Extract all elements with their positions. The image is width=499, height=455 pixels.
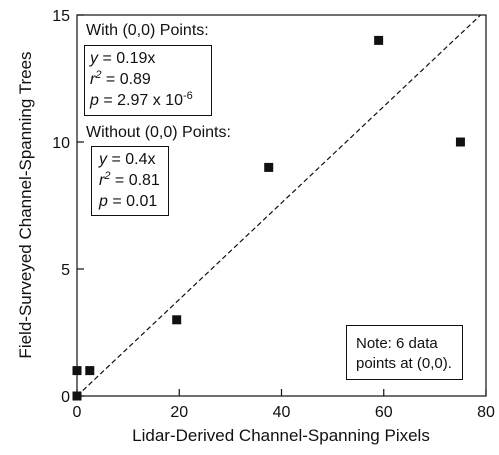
without-zero-r2: r2 = 0.81 [99, 170, 160, 190]
data-point [374, 35, 384, 45]
with-zero-r2: r2 = 0.89 [90, 69, 151, 89]
data-point [72, 366, 82, 376]
note-line-1: Note: 6 data [356, 335, 438, 352]
y-tick-label: 0 [61, 389, 70, 406]
x-tick-label: 60 [375, 404, 393, 421]
y-axis-title: Field-Surveyed Channel-Spanning Trees [16, 51, 35, 358]
x-tick-label: 40 [273, 404, 291, 421]
y-tick-label: 5 [61, 262, 70, 279]
x-tick-label: 80 [477, 404, 495, 421]
x-axis-title: Lidar-Derived Channel-Spanning Pixels [132, 426, 430, 445]
y-tick-label: 15 [52, 8, 70, 25]
without-zero-p-value: p = 0.01 [99, 193, 158, 210]
note-box: Note: 6 data points at (0,0). [346, 325, 463, 380]
with-zero-heading: With (0,0) Points: [86, 22, 209, 39]
with-zero-stats-box: y = 0.19x r2 = 0.89 p = 2.97 x 10-6 [84, 45, 212, 116]
with-zero-equation: y = 0.19x [90, 50, 156, 67]
data-points [72, 35, 465, 401]
without-zero-stats-box: y = 0.4x r2 = 0.81 p = 0.01 [91, 146, 169, 216]
data-point [455, 137, 465, 147]
with-zero-p-value: p = 2.97 x 10-6 [90, 90, 193, 110]
without-zero-equation: y = 0.4x [99, 151, 156, 168]
without-zero-heading: Without (0,0) Points: [86, 124, 231, 141]
fit-line [76, 14, 482, 397]
data-point [172, 315, 182, 325]
data-point [72, 391, 82, 401]
y-tick-label: 10 [52, 135, 70, 152]
data-point [85, 366, 95, 376]
data-point [264, 162, 274, 172]
ticks: 0 20 40 60 80 0 5 10 15 [52, 8, 495, 421]
note-line-2: points at (0,0). [356, 355, 452, 372]
x-tick-label: 20 [170, 404, 188, 421]
x-tick-label: 0 [73, 404, 82, 421]
